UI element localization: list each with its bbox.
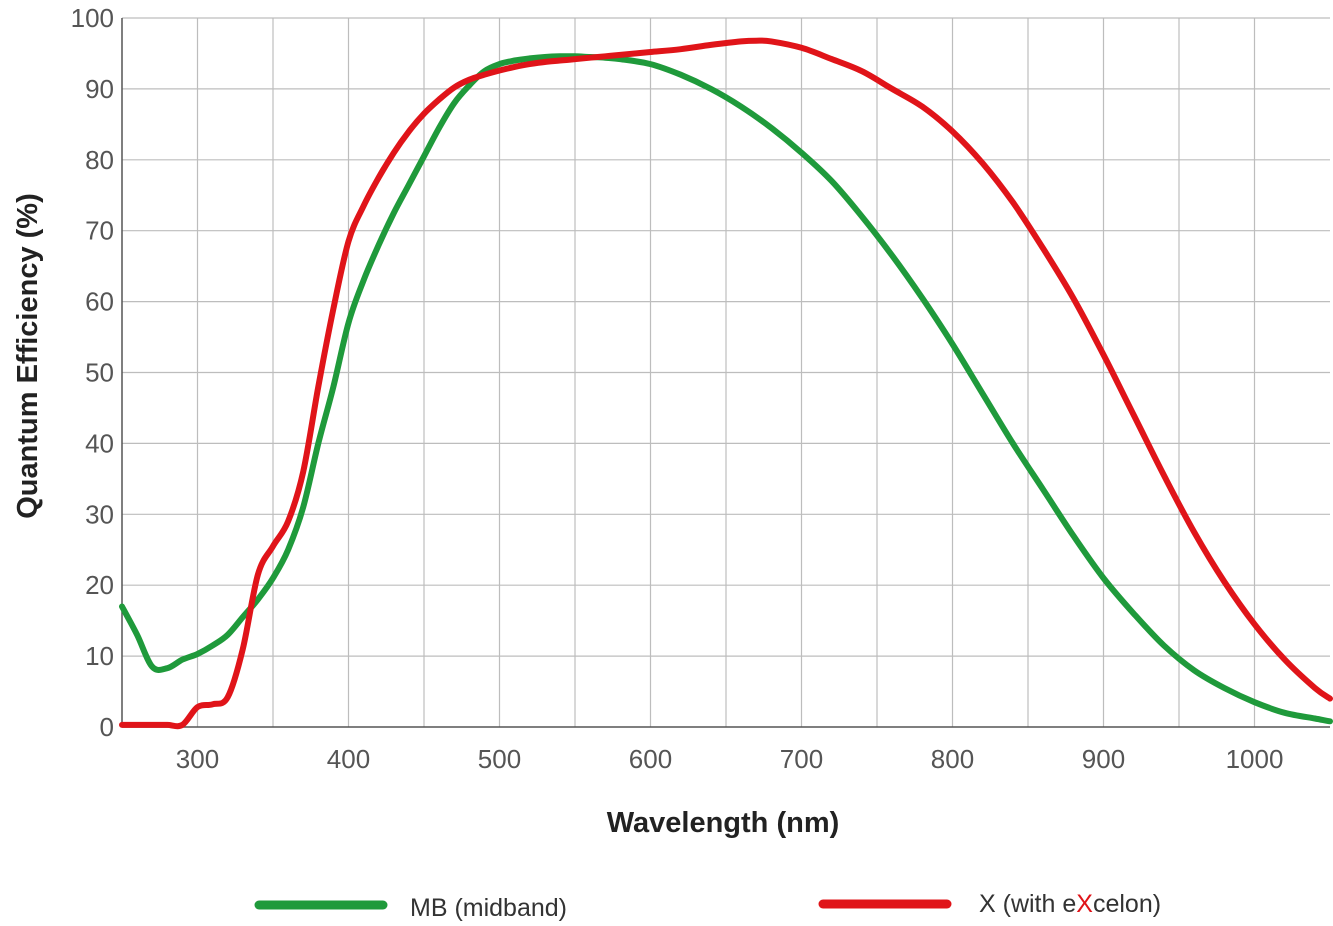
- y-tick-label: 20: [85, 570, 114, 600]
- x-tick-label: 800: [931, 744, 974, 774]
- x-tick-label: 300: [176, 744, 219, 774]
- y-tick-label: 60: [85, 287, 114, 317]
- x-tick-label: 700: [780, 744, 823, 774]
- x-tick-label: 600: [629, 744, 672, 774]
- x-tick-label: 400: [327, 744, 370, 774]
- y-tick-label: 80: [85, 145, 114, 175]
- x-tick-label: 900: [1082, 744, 1125, 774]
- x-tick-label: 1000: [1226, 744, 1284, 774]
- y-tick-label: 50: [85, 358, 114, 388]
- y-tick-label: 30: [85, 499, 114, 529]
- legend-label-mb: MB (midband): [410, 894, 567, 922]
- y-tick-label: 40: [85, 428, 114, 458]
- legend-label-x: X (with eXcelon): [979, 890, 1161, 918]
- y-tick-label: 10: [85, 641, 114, 671]
- y-tick-label: 100: [71, 3, 114, 33]
- y-axis-title: Quantum Efficiency (%): [12, 193, 44, 519]
- y-tick-label: 0: [100, 712, 114, 742]
- grid: [122, 17, 1330, 727]
- x-axis-title: Wavelength (nm): [607, 807, 840, 839]
- y-tick-label: 90: [85, 74, 114, 104]
- series-lines: [119, 37, 1333, 730]
- legend: MB (midband) X (with eXcelon): [254, 890, 1161, 922]
- x-tick-label: 500: [478, 744, 521, 774]
- series-line-x: [119, 37, 1333, 730]
- series-line-mb: [119, 53, 1333, 725]
- y-tick-label: 70: [85, 216, 114, 246]
- tick-labels: 300 400 500 600 700 800 900 1000 0 10 20 30 40 50 60 70…: [71, 3, 1284, 774]
